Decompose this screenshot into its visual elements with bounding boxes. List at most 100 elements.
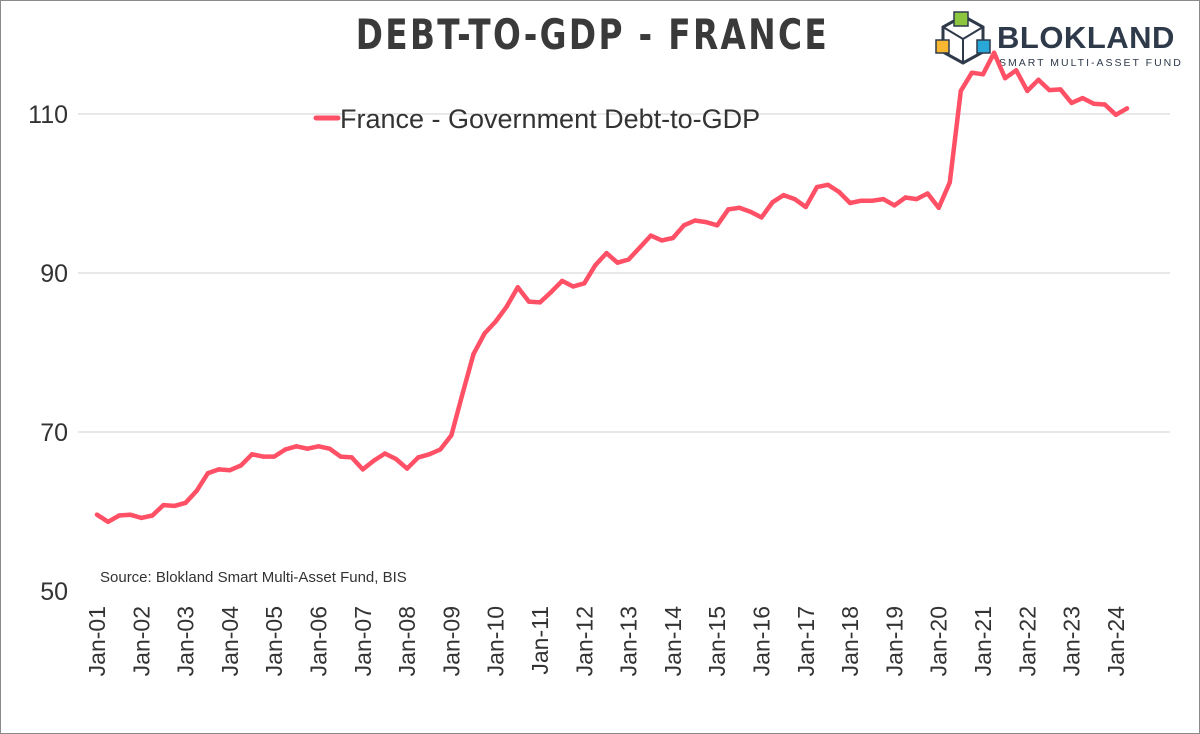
x-tick-label: Jan-17 xyxy=(793,606,819,676)
x-tick-label: Jan-05 xyxy=(261,606,287,676)
x-tick-label: Jan-13 xyxy=(616,606,642,676)
x-tick-label: Jan-01 xyxy=(84,606,110,676)
data-point xyxy=(526,299,532,304)
data-point xyxy=(803,204,808,210)
data-point xyxy=(991,50,997,55)
data-point xyxy=(969,70,975,75)
x-tick-label: Jan-20 xyxy=(926,606,952,676)
y-tick-label: 110 xyxy=(28,101,68,129)
data-point xyxy=(1014,68,1019,73)
x-tick-label: Jan-19 xyxy=(881,606,907,676)
data-point xyxy=(460,391,465,396)
data-point xyxy=(903,195,908,200)
data-point xyxy=(194,488,199,493)
data-point xyxy=(637,245,642,250)
data-point xyxy=(183,500,188,505)
x-tick-label: Jan-21 xyxy=(970,606,996,676)
data-point xyxy=(1091,101,1097,106)
data-point xyxy=(404,466,410,471)
data-point xyxy=(825,182,831,187)
data-point xyxy=(371,458,377,463)
x-tick-label: Jan-06 xyxy=(306,606,332,676)
data-point xyxy=(814,184,820,190)
x-tick-label: Jan-07 xyxy=(350,606,376,676)
data-point xyxy=(681,223,687,228)
data-point xyxy=(748,209,753,214)
x-tick-label: Jan-16 xyxy=(749,606,775,676)
data-point xyxy=(117,513,122,518)
x-tick-label: Jan-03 xyxy=(173,606,199,676)
data-point xyxy=(703,219,709,225)
data-point xyxy=(515,285,520,290)
data-point xyxy=(980,72,986,77)
x-axis-ticks: Jan-01 Jan-02 Jan-03 Jan-04 Jan-05 Jan-06 Jan-… xyxy=(84,606,1129,677)
data-point xyxy=(1124,106,1130,111)
data-point xyxy=(227,468,233,473)
data-point xyxy=(1025,88,1030,94)
y-tick-label: 70 xyxy=(40,419,68,447)
y-tick-label: 50 xyxy=(40,578,68,606)
x-tick-label: Jan-11 xyxy=(527,606,553,675)
x-tick-label: Jan-18 xyxy=(837,606,863,676)
data-point xyxy=(283,447,288,452)
y-tick-label: 90 xyxy=(40,260,68,288)
x-tick-label: Jan-14 xyxy=(660,606,686,677)
data-point xyxy=(504,304,509,309)
data-point xyxy=(759,215,764,220)
data-point xyxy=(1113,112,1119,118)
data-point xyxy=(105,519,111,524)
data-point xyxy=(892,203,897,208)
grid-lines xyxy=(78,113,1170,433)
data-point xyxy=(482,331,487,336)
data-point xyxy=(360,467,365,472)
data-point xyxy=(737,205,742,210)
x-tick-label: Jan-22 xyxy=(1014,606,1040,676)
data-point xyxy=(238,463,244,468)
data-point xyxy=(836,189,842,195)
data-point xyxy=(781,192,786,198)
data-point xyxy=(936,205,941,210)
legend: France - Government Debt-to-GDP xyxy=(313,104,760,134)
data-point xyxy=(150,513,155,518)
data-point xyxy=(870,198,875,203)
data-point xyxy=(726,207,731,212)
data-point xyxy=(792,196,797,202)
data-point xyxy=(559,278,565,284)
x-tick-label: Jan-12 xyxy=(571,606,597,676)
data-point xyxy=(316,444,321,449)
data-point xyxy=(770,200,775,205)
data-point xyxy=(1069,100,1074,106)
data-point xyxy=(161,502,166,508)
data-point xyxy=(925,191,930,196)
data-point xyxy=(139,515,144,521)
logo-cubes-icon xyxy=(935,11,991,65)
data-point xyxy=(1047,87,1052,93)
data-point xyxy=(593,262,598,268)
data-point xyxy=(249,452,255,457)
data-point xyxy=(471,351,476,357)
data-point xyxy=(947,180,952,185)
data-point xyxy=(859,198,864,203)
data-point xyxy=(715,223,720,228)
data-point xyxy=(659,238,664,243)
legend-label: France - Government Debt-to-GDP xyxy=(340,104,760,134)
data-point xyxy=(260,454,266,459)
data-point xyxy=(692,218,698,223)
x-tick-label: Jan-24 xyxy=(1103,606,1129,677)
data-point xyxy=(571,284,576,289)
chart-title: DEBT-TO-GDP - FRANCE xyxy=(355,10,830,59)
data-point xyxy=(94,512,100,517)
x-tick-label: Jan-15 xyxy=(704,606,730,676)
data-point xyxy=(172,503,177,509)
x-tick-label: Jan-08 xyxy=(394,606,420,676)
x-tick-label: Jan-23 xyxy=(1059,606,1085,676)
x-tick-label: Jan-10 xyxy=(483,606,509,676)
source-note: Source: Blokland Smart Multi-Asset Fund,… xyxy=(100,569,407,586)
series-line-france-debt-to-gdp xyxy=(94,50,1130,525)
data-point xyxy=(128,512,133,517)
data-point xyxy=(393,456,399,462)
x-tick-label: Jan-02 xyxy=(128,606,154,676)
blokland-logo: BLOKLAND SMART MULTI-ASSET FUND xyxy=(933,10,1193,76)
